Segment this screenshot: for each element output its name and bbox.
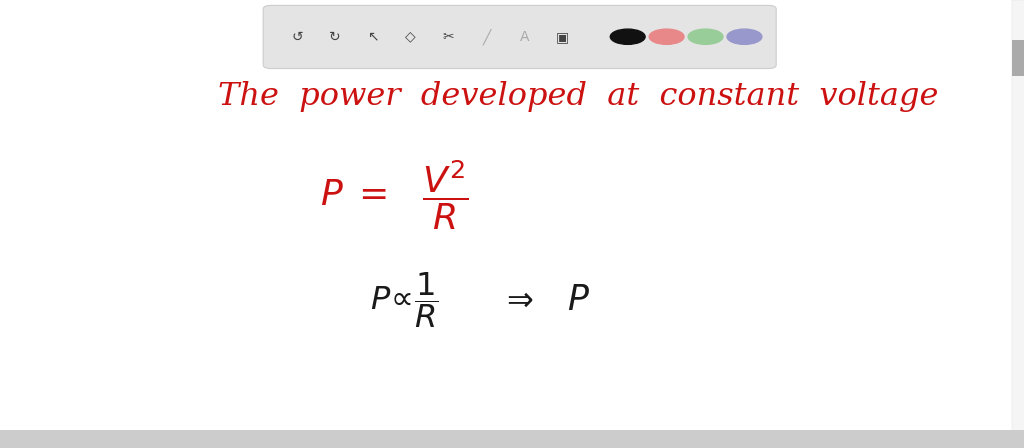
Text: The  power  developed  at  constant  voltage: The power developed at constant voltage (218, 81, 939, 112)
Text: ↖: ↖ (367, 30, 379, 44)
Text: ◇: ◇ (406, 30, 416, 44)
Text: $\Rightarrow$: $\Rightarrow$ (501, 284, 534, 316)
Bar (1012, 40, 1024, 76)
Circle shape (610, 29, 645, 44)
FancyBboxPatch shape (263, 5, 776, 69)
Circle shape (727, 29, 762, 44)
Text: ↻: ↻ (329, 30, 341, 44)
Text: ╱: ╱ (482, 29, 490, 45)
Bar (1012, 0, 1024, 448)
Text: $P\;=$: $P\;=$ (319, 178, 387, 212)
Text: $\dfrac{V^2}{R}$: $\dfrac{V^2}{R}$ (422, 158, 469, 232)
Text: ↺: ↺ (291, 30, 303, 44)
Text: $P$: $P$ (567, 283, 590, 317)
Text: ▣: ▣ (556, 30, 568, 44)
Text: A: A (519, 30, 529, 44)
Text: ✂: ✂ (442, 30, 455, 44)
Circle shape (688, 29, 723, 44)
Bar (0, 430, 1024, 448)
Text: $P\!\propto\!\dfrac{1}{R}$: $P\!\propto\!\dfrac{1}{R}$ (371, 270, 438, 330)
Circle shape (649, 29, 684, 44)
